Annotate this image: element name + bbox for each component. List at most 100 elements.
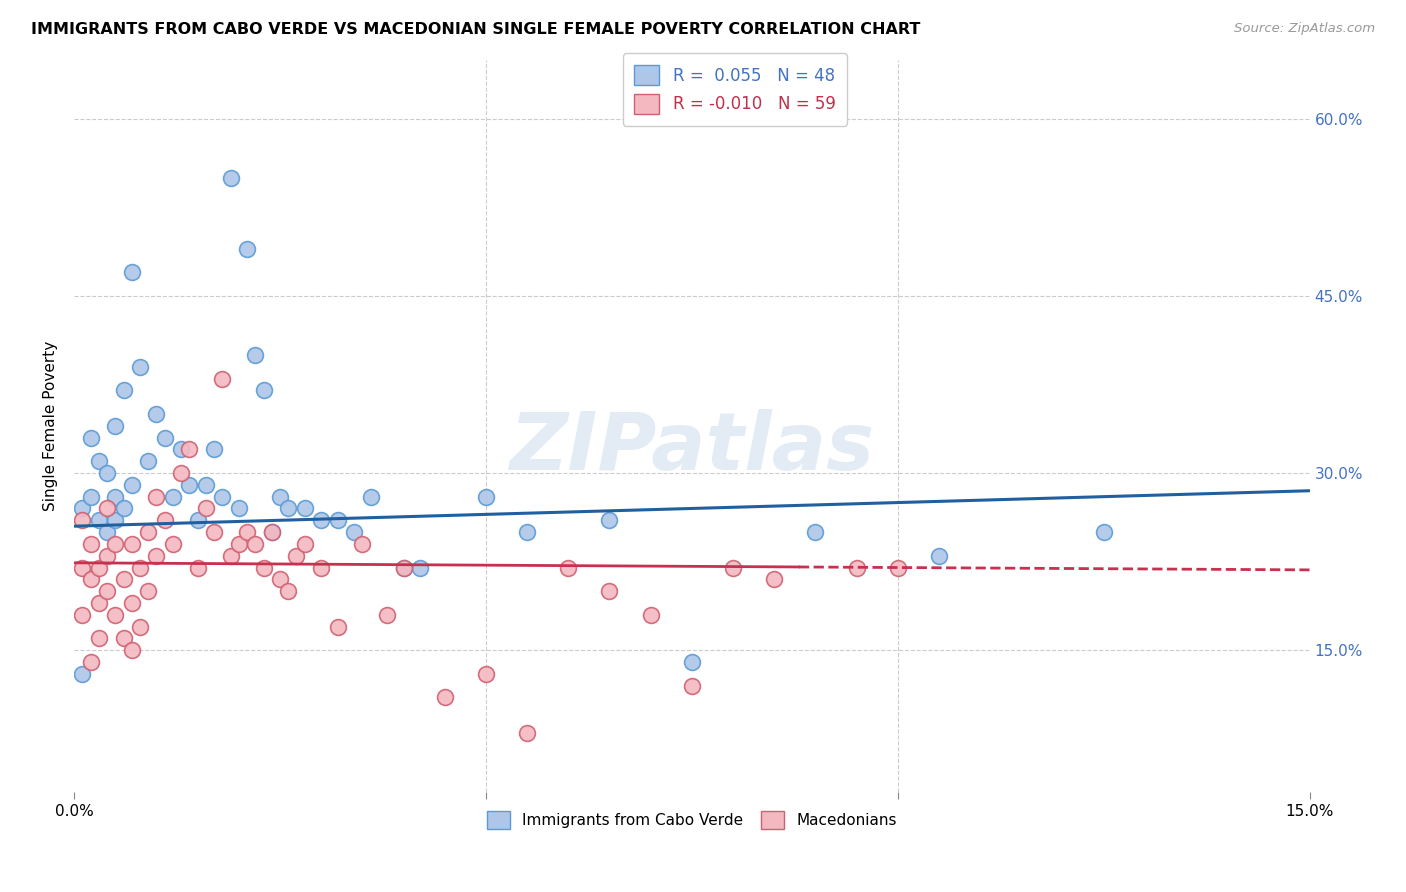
Point — [845, 560, 868, 574]
Y-axis label: Single Female Poverty: Single Female Poverty — [44, 341, 58, 511]
Point — [375, 607, 398, 622]
Point — [252, 384, 274, 398]
Point — [352, 537, 374, 551]
Point — [598, 513, 620, 527]
Point — [104, 537, 127, 551]
Point — [326, 619, 349, 633]
Point — [112, 632, 135, 646]
Point — [252, 560, 274, 574]
Point — [145, 549, 167, 563]
Legend: Immigrants from Cabo Verde, Macedonians: Immigrants from Cabo Verde, Macedonians — [481, 805, 903, 836]
Point — [187, 560, 209, 574]
Point — [72, 513, 94, 527]
Point — [681, 679, 703, 693]
Point — [153, 431, 176, 445]
Point — [236, 242, 259, 256]
Point — [475, 490, 498, 504]
Point — [104, 513, 127, 527]
Point — [194, 501, 217, 516]
Point — [145, 407, 167, 421]
Point — [309, 513, 332, 527]
Point — [194, 478, 217, 492]
Point — [136, 525, 159, 540]
Point — [260, 525, 283, 540]
Point — [202, 525, 225, 540]
Point — [360, 490, 382, 504]
Point — [245, 537, 267, 551]
Point — [170, 442, 193, 457]
Point — [269, 490, 291, 504]
Point — [763, 572, 786, 586]
Point — [121, 596, 143, 610]
Point — [87, 513, 110, 527]
Point — [260, 525, 283, 540]
Text: IMMIGRANTS FROM CABO VERDE VS MACEDONIAN SINGLE FEMALE POVERTY CORRELATION CHART: IMMIGRANTS FROM CABO VERDE VS MACEDONIAN… — [31, 22, 921, 37]
Point — [96, 501, 118, 516]
Point — [681, 655, 703, 669]
Point — [557, 560, 579, 574]
Point — [269, 572, 291, 586]
Point — [153, 513, 176, 527]
Point — [79, 655, 101, 669]
Point — [277, 584, 299, 599]
Point — [104, 607, 127, 622]
Point — [87, 632, 110, 646]
Point — [136, 584, 159, 599]
Point — [129, 560, 152, 574]
Point — [219, 549, 242, 563]
Point — [104, 418, 127, 433]
Point — [96, 466, 118, 480]
Point — [96, 549, 118, 563]
Point — [104, 490, 127, 504]
Point — [72, 607, 94, 622]
Point — [121, 265, 143, 279]
Point — [136, 454, 159, 468]
Point — [72, 501, 94, 516]
Point — [79, 537, 101, 551]
Point — [96, 525, 118, 540]
Point — [277, 501, 299, 516]
Point — [202, 442, 225, 457]
Point — [1092, 525, 1115, 540]
Point — [598, 584, 620, 599]
Point — [121, 478, 143, 492]
Text: ZIPatlas: ZIPatlas — [509, 409, 875, 487]
Point — [285, 549, 308, 563]
Point — [129, 359, 152, 374]
Point — [145, 490, 167, 504]
Point — [129, 619, 152, 633]
Point — [79, 572, 101, 586]
Point — [392, 560, 415, 574]
Point — [162, 490, 184, 504]
Point — [392, 560, 415, 574]
Point — [79, 431, 101, 445]
Point — [928, 549, 950, 563]
Point — [640, 607, 662, 622]
Point — [433, 690, 456, 705]
Point — [228, 501, 250, 516]
Point — [72, 666, 94, 681]
Point — [162, 537, 184, 551]
Point — [179, 478, 201, 492]
Point — [236, 525, 259, 540]
Point — [886, 560, 908, 574]
Point — [179, 442, 201, 457]
Point — [112, 501, 135, 516]
Point — [409, 560, 432, 574]
Point — [121, 537, 143, 551]
Point — [72, 560, 94, 574]
Point — [96, 584, 118, 599]
Point — [211, 490, 233, 504]
Point — [228, 537, 250, 551]
Point — [309, 560, 332, 574]
Point — [516, 726, 538, 740]
Point — [112, 572, 135, 586]
Point — [112, 384, 135, 398]
Point — [87, 560, 110, 574]
Point — [343, 525, 366, 540]
Point — [187, 513, 209, 527]
Point — [516, 525, 538, 540]
Point — [245, 348, 267, 362]
Point — [121, 643, 143, 657]
Point — [475, 666, 498, 681]
